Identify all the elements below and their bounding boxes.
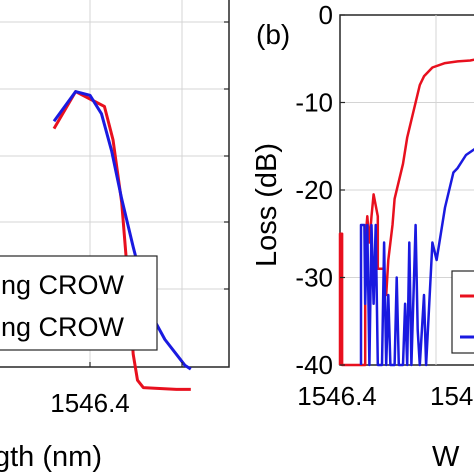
panel-a-tick-marks xyxy=(89,21,229,367)
panel-a-legend-entry-1: ng CROW xyxy=(1,270,125,300)
panel-b-y-axis-label: Loss (dB) xyxy=(251,143,283,267)
panel-b-panel-label: (b) xyxy=(256,19,290,50)
panel-b-tick-marks xyxy=(340,14,345,366)
panel-a-legend: ng CROW ng CROW xyxy=(0,255,158,351)
panel-b-y-tick-label-1: -10 xyxy=(295,88,333,118)
panel-b-y-tick-labels: 0 -10 -20 -30 -40 xyxy=(295,0,333,380)
panel-a: 1546.4 gth (nm) ng CROW ng CROW xyxy=(0,0,230,473)
panel-b-legend-box xyxy=(451,270,474,354)
panel-a-legend-box xyxy=(0,255,158,351)
panel-b-x-tick-label-2: 154 xyxy=(430,381,473,411)
panel-b-y-tick-label-3: -30 xyxy=(295,263,333,293)
panel-b-x-axis-label: W xyxy=(432,441,460,473)
panel-a-x-axis-label: gth (nm) xyxy=(0,441,102,473)
panel-a-x-tick-label: 1546.4 xyxy=(50,388,130,418)
panel-a-legend-entry-2: ng CROW xyxy=(1,312,125,342)
panel-b-y-tick-label-2: -20 xyxy=(295,175,333,205)
panel-b-legend xyxy=(451,270,474,354)
panel-b-series-line-2 xyxy=(359,147,474,367)
panel-b: 0 -10 -20 -30 -40 (b) Loss (dB) 1546.4 154 W xyxy=(251,0,474,473)
panel-b-x-tick-label-1: 1546.4 xyxy=(297,381,377,411)
panel-b-series xyxy=(338,58,474,367)
panel-b-y-tick-label-4: -40 xyxy=(295,350,333,380)
panel-b-y-tick-label-0: 0 xyxy=(319,0,333,30)
panel-a-series-line-2 xyxy=(52,90,192,371)
